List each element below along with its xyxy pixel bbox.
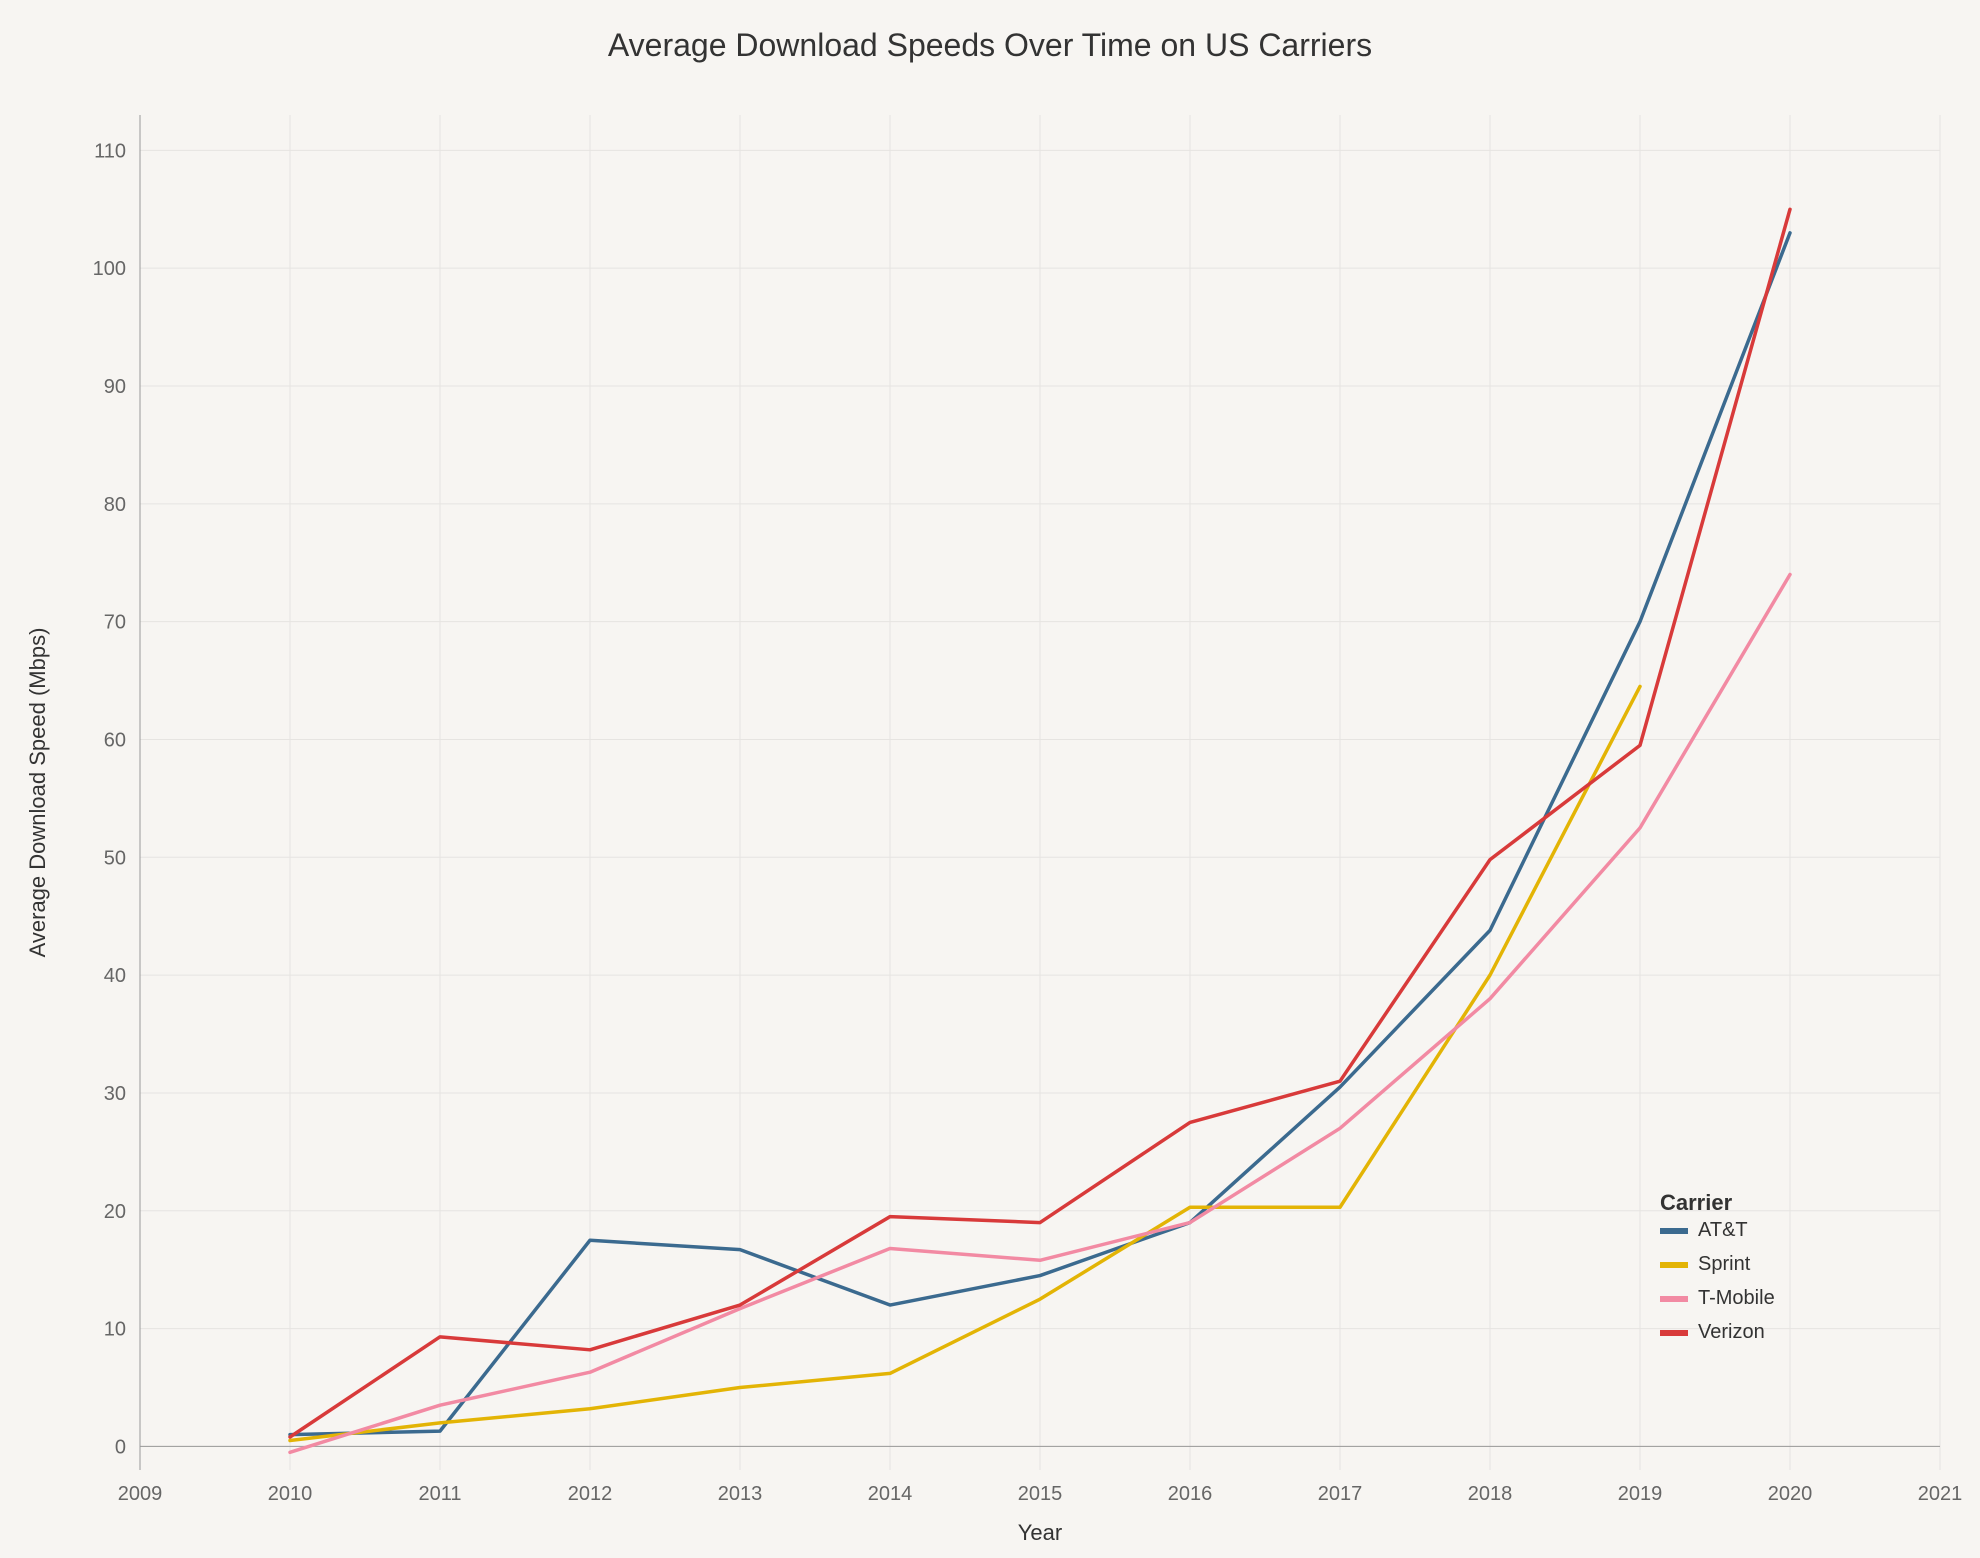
x-tick-label: 2011 — [418, 1483, 461, 1505]
x-tick-label: 2020 — [1768, 1483, 1813, 1505]
legend-title: Carrier — [1660, 1190, 1733, 1215]
legend-label: Sprint — [1698, 1253, 1751, 1275]
y-tick-label: 100 — [93, 258, 126, 280]
legend-swatch — [1660, 1296, 1688, 1302]
x-tick-label: 2019 — [1618, 1483, 1663, 1505]
legend-swatch — [1660, 1330, 1688, 1336]
legend-label: Verizon — [1698, 1321, 1765, 1343]
y-tick-label: 50 — [104, 847, 126, 869]
legend-label: AT&T — [1698, 1219, 1748, 1241]
chart-container: 2009201020112012201320142015201620172018… — [0, 0, 1980, 1558]
line-chart: 2009201020112012201320142015201620172018… — [0, 0, 1980, 1558]
x-tick-label: 2014 — [868, 1483, 913, 1505]
x-tick-label: 2016 — [1168, 1483, 1213, 1505]
y-tick-label: 60 — [104, 729, 126, 751]
x-tick-label: 2009 — [118, 1483, 163, 1505]
y-tick-label: 70 — [104, 612, 126, 634]
y-tick-label: 90 — [104, 376, 126, 398]
legend-swatch — [1660, 1262, 1688, 1268]
y-tick-label: 30 — [104, 1083, 126, 1105]
x-tick-label: 2021 — [1918, 1483, 1963, 1505]
x-tick-label: 2013 — [718, 1483, 763, 1505]
x-tick-label: 2018 — [1468, 1483, 1513, 1505]
y-tick-label: 0 — [115, 1436, 126, 1458]
y-tick-label: 110 — [94, 140, 126, 162]
x-axis-label: Year — [1018, 1520, 1062, 1545]
y-tick-label: 20 — [104, 1201, 126, 1223]
y-tick-label: 40 — [104, 965, 126, 987]
x-tick-label: 2015 — [1018, 1483, 1063, 1505]
chart-title: Average Download Speeds Over Time on US … — [608, 27, 1372, 63]
x-tick-label: 2010 — [268, 1483, 313, 1505]
legend-label: T-Mobile — [1698, 1287, 1775, 1309]
y-tick-label: 80 — [104, 494, 126, 516]
x-tick-label: 2017 — [1318, 1483, 1363, 1505]
legend-swatch — [1660, 1228, 1688, 1234]
x-tick-label: 2012 — [568, 1483, 613, 1505]
y-axis-label: Average Download Speed (Mbps) — [25, 628, 50, 958]
y-tick-label: 10 — [104, 1319, 126, 1341]
